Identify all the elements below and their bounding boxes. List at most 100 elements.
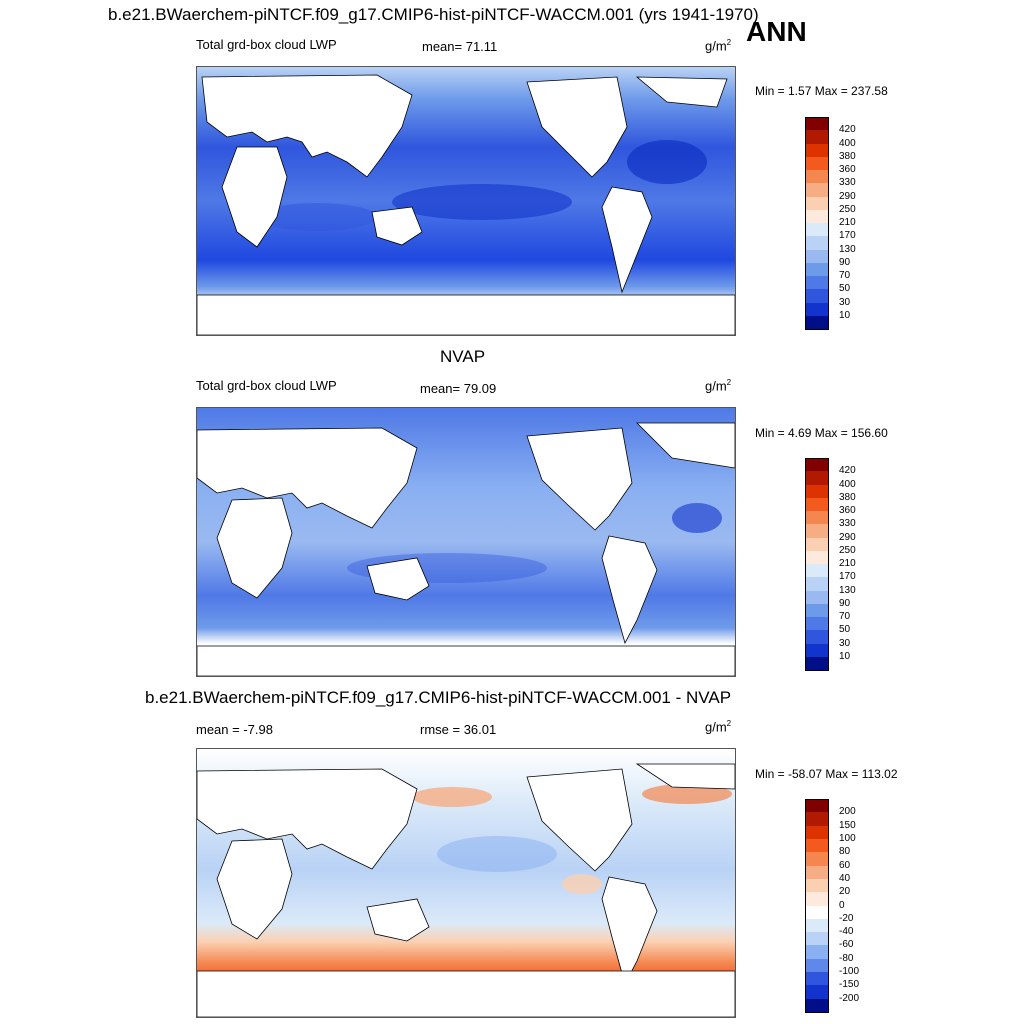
colorbar-swatch [805, 865, 829, 880]
colorbar-swatch [805, 183, 829, 197]
colorbar-label: 50 [839, 283, 851, 295]
colorbar-swatch [805, 905, 829, 920]
colorbar-swatch [805, 878, 829, 893]
colorbar-swatch [805, 603, 829, 618]
panel1-colorbar: 420 400 380 360 330 290 250 210 170 130 90 70 50 30 10 [805, 117, 865, 330]
colorbar-label: -100 [839, 966, 860, 978]
panel2-map [196, 407, 736, 677]
colorbar-swatch [805, 656, 829, 671]
colorbar-swatch [805, 825, 829, 840]
panel2-minmax: Min = 4.69 Max = 156.60 [755, 426, 888, 440]
colorbar-swatch [805, 236, 829, 250]
colorbar-label: -150 [839, 979, 860, 991]
colorbar-swatch [805, 196, 829, 211]
figure-title: b.e21.BWaerchem-piNTCF.f09_g17.CMIP6-his… [108, 5, 759, 24]
colorbar-label: -20 [839, 912, 854, 924]
colorbar-label: 10 [839, 309, 851, 321]
colorbar-swatch [805, 617, 829, 631]
season-label: ANN [746, 16, 807, 47]
colorbar-swatch [805, 156, 829, 171]
colorbar-swatch [805, 130, 829, 144]
colorbar-label: 150 [839, 819, 856, 831]
panel3-continents [197, 763, 735, 1017]
colorbar-label: -40 [839, 926, 854, 938]
colorbar-swatch [805, 511, 829, 525]
colorbar-label: 30 [839, 296, 851, 308]
colorbar-label: 70 [839, 270, 851, 281]
panel2-unit: g/m2 [705, 378, 732, 394]
colorbar-label: -60 [839, 939, 854, 951]
colorbar-swatch [805, 289, 829, 303]
colorbar-label: 210 [839, 558, 856, 569]
colorbar-swatch [805, 249, 829, 264]
colorbar-label: 90 [839, 597, 851, 609]
colorbar-swatch [805, 945, 829, 960]
colorbar-label: 290 [839, 531, 856, 543]
colorbar-swatch [805, 958, 829, 973]
colorbar-swatch [805, 918, 829, 933]
colorbar-label: 330 [839, 518, 856, 530]
colorbar-swatch [805, 209, 829, 224]
panel1-unit: g/m2 [705, 38, 732, 54]
colorbar-label: 130 [839, 243, 856, 255]
colorbar-swatch [805, 497, 829, 512]
colorbar-swatch [805, 892, 829, 906]
panel1-mean-label: mean= 71.11 [422, 39, 498, 54]
colorbar-label: 170 [839, 230, 856, 242]
panel1-minmax: Min = 1.57 Max = 237.58 [755, 84, 888, 98]
panel3-map [196, 748, 736, 1018]
panel2-colorbar: 420 400 380 360 330 290 250 210 170 130 90 70 50 30 10 [805, 458, 865, 671]
colorbar-swatch [805, 276, 829, 290]
colorbar-label: 20 [839, 886, 851, 898]
colorbar-swatch [805, 143, 829, 158]
colorbar-label: 360 [839, 505, 856, 516]
colorbar-label: 290 [839, 190, 856, 202]
panel1-map [196, 66, 736, 336]
colorbar-label: 10 [839, 650, 851, 662]
colorbar-swatch [805, 643, 829, 658]
colorbar-label: -80 [839, 952, 854, 964]
colorbar-swatch [805, 537, 829, 552]
colorbar-label: 90 [839, 256, 851, 268]
colorbar-label: 0 [839, 899, 845, 911]
colorbar-swatch [805, 471, 829, 485]
colorbar-label: 70 [839, 611, 851, 622]
panel1-continents [197, 74, 735, 335]
panel3-minmax: Min = -58.07 Max = 113.02 [755, 767, 898, 781]
colorbar-swatch [805, 458, 829, 472]
colorbar-swatch [805, 812, 829, 827]
colorbar-swatch [805, 117, 829, 131]
colorbar-label: 200 [839, 806, 856, 818]
colorbar-swatch [805, 799, 829, 813]
colorbar-swatch [805, 223, 829, 237]
colorbar-swatch [805, 524, 829, 538]
colorbar-label: 250 [839, 544, 856, 556]
colorbar-label: 60 [839, 859, 851, 871]
colorbar-swatch [805, 852, 829, 867]
colorbar-swatch [805, 484, 829, 499]
panel2-continents [197, 422, 735, 676]
panel2-left-label: Total grd-box cloud LWP [196, 378, 337, 393]
colorbar-label: 50 [839, 624, 851, 636]
colorbar-swatch [805, 985, 829, 1000]
panel1-left-label: Total grd-box cloud LWP [196, 37, 337, 52]
colorbar-label: 130 [839, 584, 856, 596]
colorbar-label: 80 [839, 846, 851, 858]
panel3-rmse-label: rmse = 36.01 [420, 722, 497, 737]
panel3-mean-label: mean = -7.98 [196, 722, 273, 737]
colorbar-label: 420 [839, 124, 856, 136]
colorbar-label: 250 [839, 203, 856, 215]
colorbar-swatch [805, 630, 829, 644]
colorbar-swatch [805, 302, 829, 317]
panel2-mean-label: mean= 79.09 [420, 381, 497, 396]
colorbar-label: 380 [839, 150, 856, 162]
colorbar-swatch [805, 972, 829, 986]
colorbar-label: 330 [839, 177, 856, 189]
colorbar-swatch [805, 932, 829, 946]
colorbar-label: 420 [839, 465, 856, 477]
colorbar-swatch [805, 998, 829, 1013]
colorbar-swatch [805, 550, 829, 565]
colorbar-label: 210 [839, 217, 856, 228]
colorbar-swatch [805, 170, 829, 184]
colorbar-swatch [805, 564, 829, 578]
